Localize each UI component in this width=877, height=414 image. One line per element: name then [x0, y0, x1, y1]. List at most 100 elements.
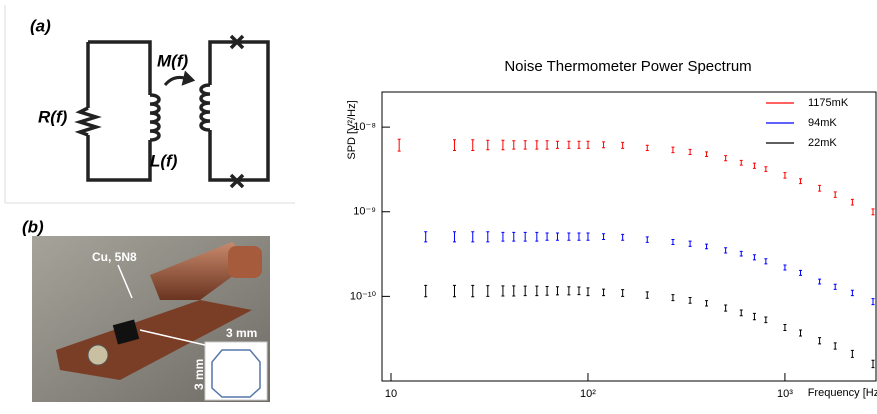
error-bar: [545, 140, 549, 150]
error-bar: [424, 284, 428, 298]
error-bar: [523, 285, 527, 297]
error-bar: [818, 337, 822, 345]
error-bar: [471, 139, 475, 151]
error-bar: [783, 324, 787, 332]
y-axis-label: SPD [V²/Hz]: [346, 100, 358, 159]
error-bar: [871, 359, 875, 369]
error-bar: [501, 285, 505, 297]
y-tick-label: 10⁻¹⁰: [350, 290, 377, 302]
error-bar: [577, 140, 581, 149]
error-bar: [671, 146, 675, 154]
error-bar: [471, 284, 475, 298]
error-bar: [764, 258, 768, 265]
error-bar: [871, 298, 875, 306]
error-bar: [818, 278, 822, 285]
resistor-label: R(f): [38, 107, 68, 126]
error-bar: [783, 172, 787, 179]
error-bar: [452, 231, 456, 243]
error-bar: [535, 285, 539, 297]
error-bar: [645, 291, 649, 299]
error-bar: [705, 300, 709, 307]
error-bar: [688, 296, 692, 304]
error-bar: [486, 139, 490, 151]
error-bar: [818, 184, 822, 192]
error-bar: [586, 140, 590, 149]
error-bar: [586, 287, 590, 297]
error-bar: [555, 232, 559, 241]
error-bar: [739, 250, 743, 257]
legend-label: 94mK: [808, 117, 837, 129]
photo: [32, 236, 270, 402]
error-bar: [577, 286, 581, 296]
error-bar: [833, 191, 837, 198]
error-bar: [577, 232, 581, 241]
error-bar: [752, 312, 756, 321]
error-bar: [764, 316, 768, 324]
error-bar: [523, 140, 527, 150]
error-bar: [688, 148, 692, 155]
error-bar: [621, 233, 625, 241]
error-bar: [567, 286, 571, 296]
chart-title: Noise Thermometer Power Spectrum: [504, 58, 751, 75]
y-tick-label: 10⁻⁸: [353, 121, 376, 133]
error-bar: [621, 289, 625, 297]
error-bar: [424, 231, 428, 243]
error-bar: [752, 162, 756, 169]
error-bar: [671, 294, 675, 302]
error-bar: [512, 140, 516, 150]
circuit-diagram: [4, 5, 295, 204]
error-bar: [871, 208, 875, 216]
error-bar: [452, 139, 456, 151]
error-bar: [555, 140, 559, 149]
error-bar: [833, 342, 837, 350]
error-bar: [833, 283, 837, 290]
error-bar: [567, 140, 571, 149]
error-bar: [545, 285, 549, 296]
error-bar: [602, 233, 606, 240]
error-bar: [671, 238, 675, 246]
error-bar: [512, 285, 516, 297]
error-bar: [567, 232, 571, 241]
error-bar: [724, 247, 728, 254]
x-tick-label: 10: [385, 388, 397, 400]
error-bar: [621, 141, 625, 149]
x-tick-label: 10³: [777, 388, 793, 400]
error-bar: [486, 285, 490, 297]
error-bar: [799, 178, 803, 185]
error-bar: [783, 264, 787, 271]
mutual-label: M(f): [157, 51, 188, 70]
error-bar: [586, 232, 590, 241]
error-bar: [645, 236, 649, 243]
error-bar: [501, 231, 505, 242]
error-bar: [705, 243, 709, 250]
panel-label: (b): [22, 217, 44, 236]
error-bar: [705, 151, 709, 157]
error-bar: [739, 309, 743, 317]
error-bar: [764, 166, 768, 172]
panel-label: (a): [30, 16, 51, 35]
error-bar: [452, 284, 456, 298]
error-bar: [512, 231, 516, 242]
error-bar: [724, 304, 728, 312]
error-bar: [799, 269, 803, 276]
legend-label: 1175mK: [808, 97, 849, 109]
error-bar: [645, 144, 649, 151]
error-bar: [602, 288, 606, 297]
error-bar: [688, 240, 692, 247]
error-bar: [397, 138, 401, 152]
x-axis-label: Frequency [Hz]: [808, 387, 877, 399]
x-tick-label: 10²: [580, 388, 596, 400]
error-bar: [486, 231, 490, 243]
error-bar: [535, 231, 539, 242]
error-bar: [602, 141, 606, 149]
y-tick-label: 10⁻⁹: [353, 206, 376, 218]
plot-frame: [381, 91, 877, 382]
error-bar: [752, 254, 756, 261]
error-bar: [535, 140, 539, 150]
material-label: Cu, 5N8: [92, 250, 137, 264]
dimension-label: 3 mm: [226, 326, 257, 340]
error-bar: [555, 286, 559, 296]
error-bar: [523, 231, 527, 242]
inductor-label: L(f): [150, 151, 178, 170]
